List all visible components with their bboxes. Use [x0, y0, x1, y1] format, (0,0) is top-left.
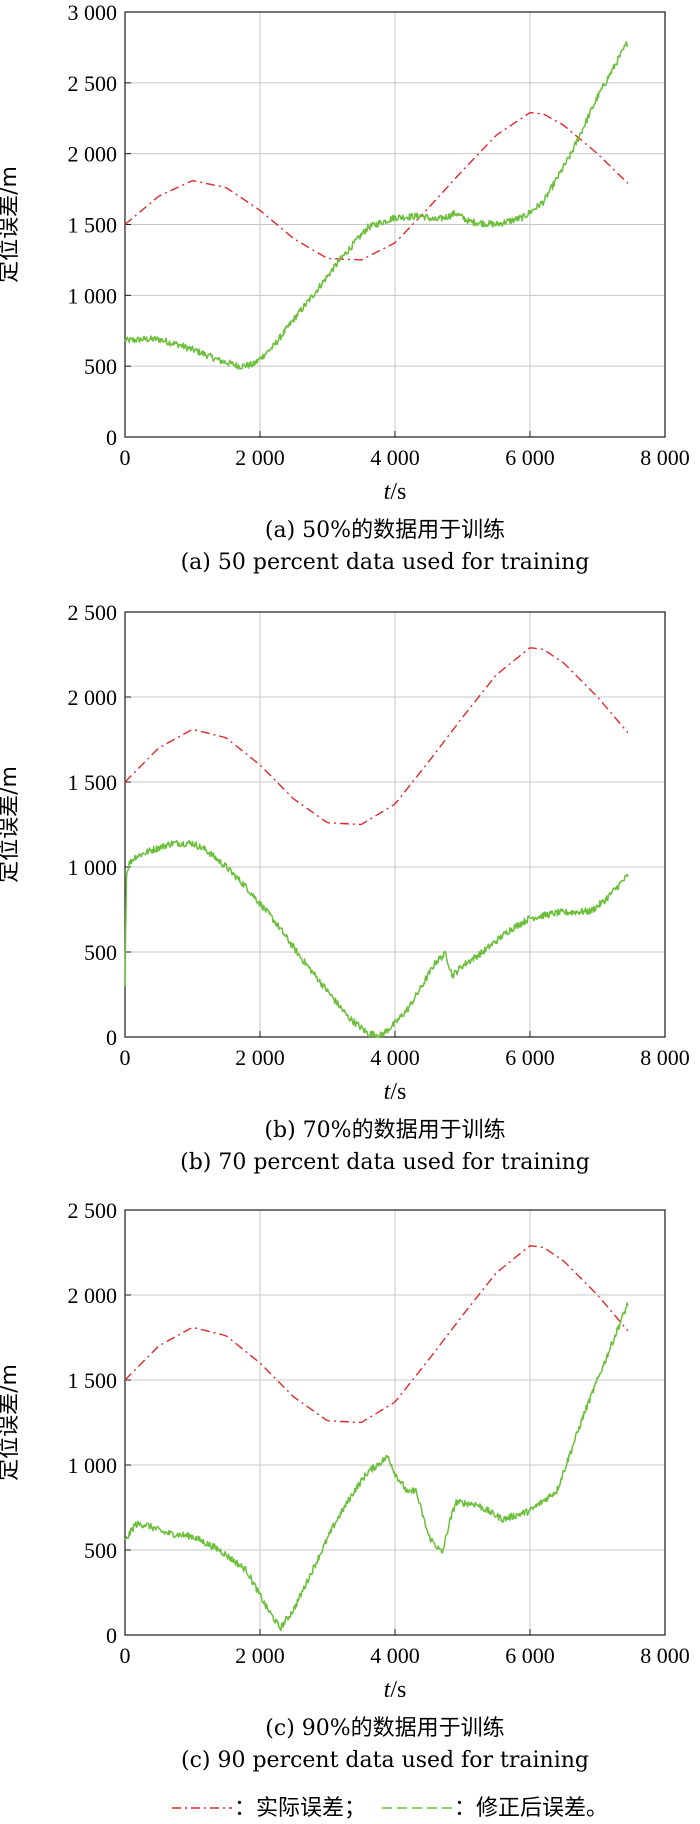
x-axis-label: t/s: [384, 1677, 407, 1703]
y-axis-label: 定位误差/m: [0, 766, 22, 883]
x-tick-label: 0: [120, 1045, 131, 1070]
y-tick-label: 500: [84, 1538, 117, 1563]
x-tick-label: 2 000: [235, 1643, 285, 1668]
caption-cn: (c) 90%的数据用于训练: [265, 1716, 504, 1741]
chart-panel-3: 0 2 000 4 000 6 000 8 000 0 500 1 000 1 500 2 000…: [0, 1198, 690, 1773]
x-axis-label: t/s: [384, 479, 407, 505]
chart-panel-2: 0 2 000 4 000 6 000 8 000 0 500 1 000 1 500 2 000…: [0, 600, 690, 1175]
y-tick-label: 500: [84, 354, 117, 379]
x-tick-label: 6 000: [505, 445, 555, 470]
y-tick-label: 1 500: [68, 1368, 118, 1393]
x-axis-unit: /s: [390, 479, 406, 505]
actual-error-line: [124, 111, 629, 261]
x-axis-variable: t: [384, 1079, 392, 1105]
corrected-error-line: [124, 839, 629, 1038]
legend: ：实际误差； ：修正后误差。: [172, 1796, 608, 1821]
caption-en: (b) 70 percent data used for training: [180, 1150, 590, 1175]
x-axis-unit: /s: [390, 1677, 406, 1703]
y-tick-label: 0: [106, 1025, 117, 1050]
x-axis-label: t/s: [384, 1079, 407, 1105]
x-tick-label: 2 000: [235, 445, 285, 470]
x-tick-label: 8 000: [640, 1045, 690, 1070]
x-axis-unit: /s: [390, 1079, 406, 1105]
y-tick-label: 500: [84, 940, 117, 965]
corrected-error-line: [124, 1302, 629, 1632]
y-tick-label: 0: [106, 425, 117, 450]
corrected-error-line: [124, 40, 629, 370]
y-axis-label: 定位误差/m: [0, 1364, 22, 1481]
y-tick-label: 2 500: [68, 1198, 118, 1223]
y-tick-label: 1 000: [68, 1453, 118, 1478]
actual-error-line: [124, 1245, 629, 1424]
y-tick-label: 1 500: [68, 770, 118, 795]
y-tick-label: 2 000: [68, 142, 118, 167]
y-tick-label: 2 500: [68, 600, 118, 625]
x-tick-label: 6 000: [505, 1643, 555, 1668]
x-tick-label: 8 000: [640, 1643, 690, 1668]
caption-en: (a) 50 percent data used for training: [181, 550, 590, 575]
x-axis-variable: t: [384, 1677, 392, 1703]
x-tick-label: 4 000: [370, 1045, 420, 1070]
y-tick-label: 2 000: [68, 1283, 118, 1308]
caption-cn: (a) 50%的数据用于训练: [265, 518, 505, 543]
y-tick-label: 0: [106, 1623, 117, 1648]
y-tick-label: 2 500: [68, 71, 118, 96]
x-tick-label: 2 000: [235, 1045, 285, 1070]
actual-error-line: [124, 647, 629, 826]
x-tick-label: 4 000: [370, 445, 420, 470]
y-tick-label: 1 500: [68, 213, 118, 238]
y-tick-label: 1 000: [68, 855, 118, 880]
legend-actual-label: ：实际误差；: [234, 1796, 366, 1821]
x-axis-variable: t: [384, 479, 392, 505]
y-tick-label: 2 000: [68, 685, 118, 710]
legend-corrected-label: ：修正后误差。: [454, 1796, 608, 1821]
x-tick-label: 6 000: [505, 1045, 555, 1070]
x-tick-label: 0: [120, 445, 131, 470]
x-tick-label: 0: [120, 1643, 131, 1668]
chart-panel-1: 0 2 000 4 000 6 000 8 000 0 500 1 000 1 500 2 000…: [0, 0, 690, 575]
caption-en: (c) 90 percent data used for training: [181, 1748, 589, 1773]
x-tick-label: 8 000: [640, 445, 690, 470]
x-tick-label: 4 000: [370, 1643, 420, 1668]
y-tick-label: 3 000: [68, 0, 118, 25]
caption-cn: (b) 70%的数据用于训练: [264, 1118, 505, 1143]
y-axis-label: 定位误差/m: [0, 166, 22, 283]
y-tick-label: 1 000: [68, 283, 118, 308]
panels: 0 2 000 4 000 6 000 8 000 0 500 1 000 1 500 2 000…: [0, 0, 690, 1773]
